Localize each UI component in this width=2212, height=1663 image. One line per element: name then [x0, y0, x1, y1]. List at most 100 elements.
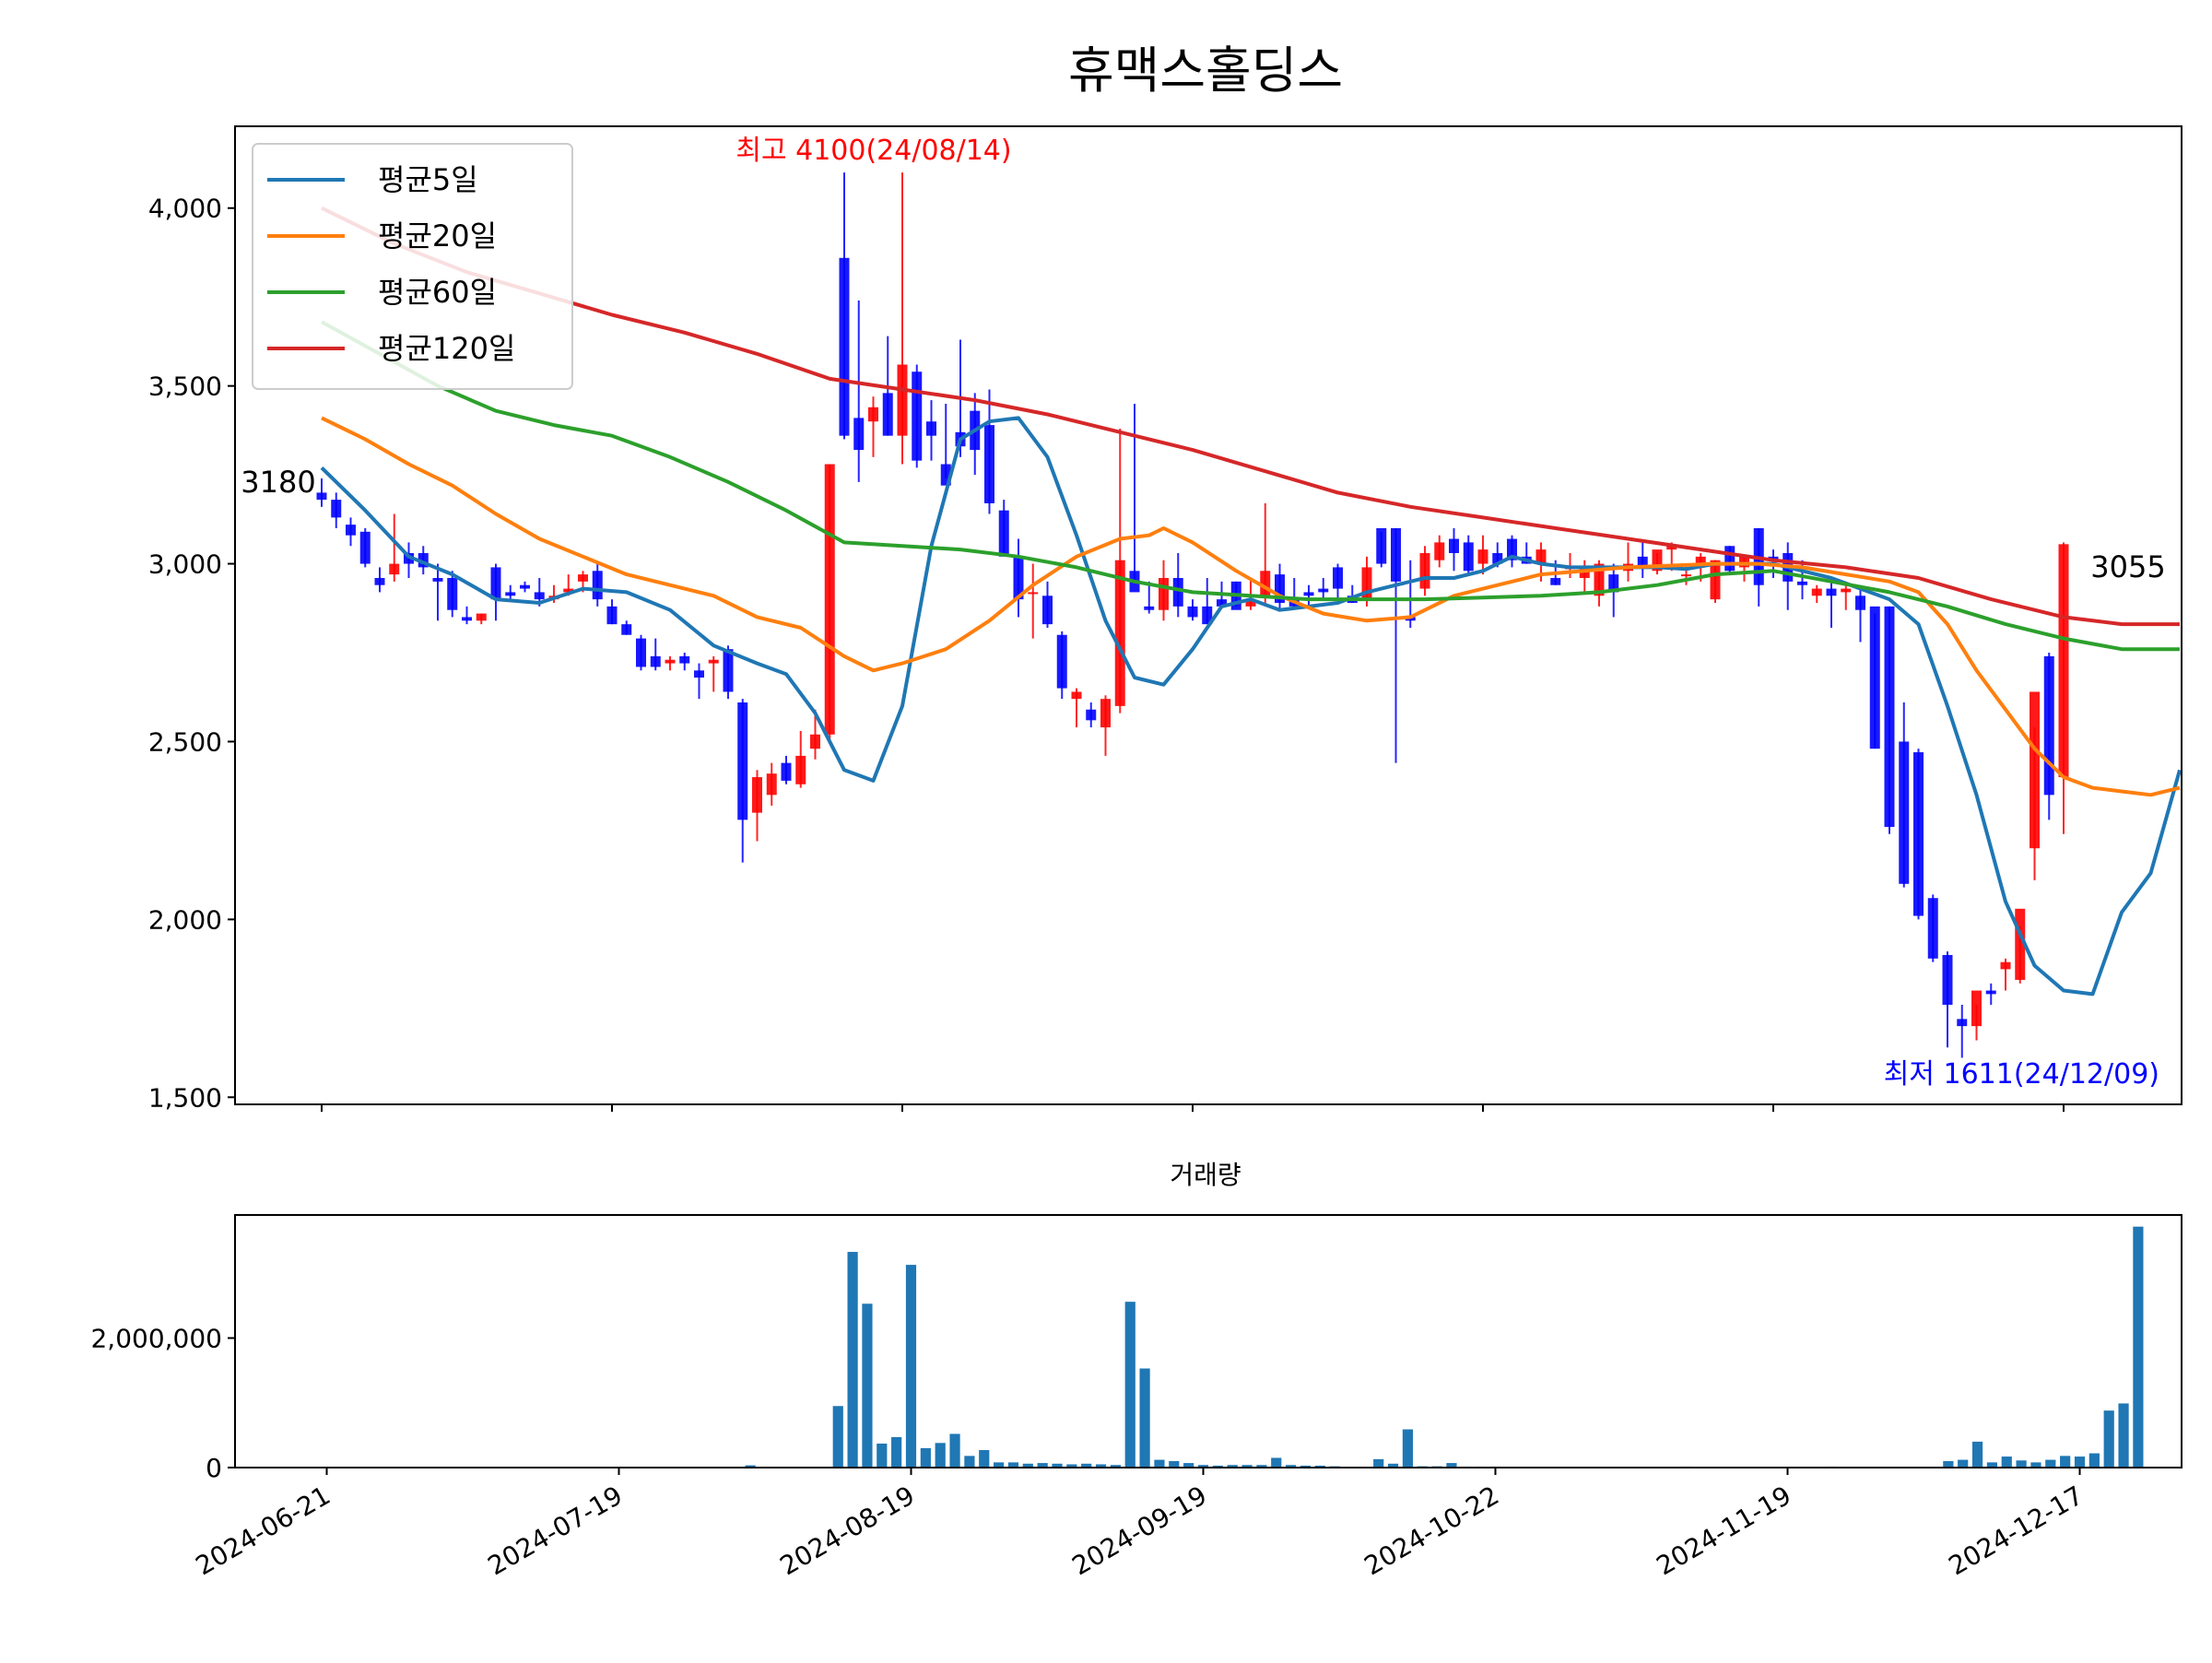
- candle-body: [606, 606, 618, 625]
- volume-bar: [1007, 1462, 1019, 1468]
- volume-bar: [1300, 1465, 1312, 1468]
- volume-bar: [1052, 1463, 1063, 1468]
- candle: [520, 581, 530, 593]
- candle: [1071, 688, 1082, 728]
- volume-bar: [2088, 1453, 2100, 1468]
- candle: [1841, 581, 1852, 610]
- candle-body: [1361, 567, 1372, 600]
- candle: [2030, 691, 2040, 880]
- candle-body: [1985, 990, 1996, 995]
- high-annotation: 최고 4100(24/08/14): [735, 135, 1011, 167]
- first-close-label: 3180: [241, 465, 315, 500]
- volume-bar: [1124, 1302, 1135, 1468]
- candle-body: [1927, 898, 1938, 959]
- y-tick-label: 3,000: [148, 549, 222, 580]
- candle: [606, 599, 618, 625]
- candle-body: [839, 257, 850, 436]
- candle-body: [665, 659, 676, 664]
- candle: [1913, 749, 1924, 920]
- candle-body: [679, 655, 690, 664]
- volume-bar: [1110, 1465, 1121, 1468]
- candle: [766, 762, 777, 806]
- candle: [346, 517, 356, 547]
- volume-bar: [1314, 1465, 1325, 1468]
- candle-body: [2058, 544, 2069, 778]
- candle: [1013, 538, 1024, 618]
- candle-body: [1217, 599, 1227, 607]
- volume-bar: [1286, 1465, 1297, 1468]
- volume-bar: [891, 1436, 902, 1468]
- candle: [331, 492, 342, 528]
- candle-body: [882, 393, 893, 436]
- candle-body: [766, 773, 777, 796]
- candle-body: [1013, 556, 1024, 600]
- candle-body: [824, 464, 835, 735]
- y-tick-label: 2,500: [148, 726, 222, 757]
- candle-body: [1187, 606, 1198, 618]
- ma-line: [320, 416, 2182, 997]
- candle-body: [2000, 961, 2011, 970]
- candle-body: [1550, 577, 1561, 585]
- candle-body: [432, 577, 443, 582]
- candle-body: [359, 531, 371, 564]
- candle-body: [723, 649, 734, 692]
- candle: [1419, 546, 1430, 596]
- candle: [1884, 606, 1895, 834]
- candle-body: [897, 364, 908, 436]
- candle: [1086, 702, 1097, 728]
- candle: [359, 527, 371, 568]
- candle: [1855, 584, 1865, 643]
- legend-label: 평균120일: [378, 331, 515, 366]
- candle-body: [1507, 538, 1517, 560]
- candle-body: [1957, 1019, 1968, 1027]
- candle-body: [1042, 596, 1053, 625]
- y-tick-label: 4,000: [148, 194, 222, 224]
- candle-body: [1681, 574, 1691, 577]
- candle-body: [781, 762, 792, 781]
- volume-bar: [905, 1265, 917, 1468]
- candle-body: [1071, 691, 1082, 700]
- candle-body: [1434, 542, 1445, 560]
- candle: [1042, 581, 1053, 629]
- candle-body: [1114, 560, 1125, 706]
- volume-bar: [1943, 1460, 1954, 1468]
- volume-bar: [1095, 1464, 1107, 1468]
- legend-label: 평균5일: [378, 162, 478, 197]
- ma-line: [321, 206, 2180, 627]
- candle-body: [1159, 577, 1169, 610]
- candle-body: [752, 777, 762, 813]
- volume-bar: [847, 1252, 858, 1468]
- candle: [418, 546, 429, 575]
- candle: [795, 730, 806, 788]
- candle: [1303, 584, 1314, 607]
- candle: [1202, 577, 1213, 625]
- candle: [1376, 527, 1387, 568]
- last-close-label: 3055: [2090, 549, 2165, 584]
- candle-body: [1826, 588, 1837, 596]
- candle-body: [1172, 577, 1183, 607]
- volume-y-tick-label: 0: [206, 1453, 222, 1483]
- candle-body: [868, 407, 878, 422]
- candle: [998, 500, 1009, 557]
- candle: [665, 655, 676, 671]
- candle: [432, 563, 443, 621]
- candle-body: [1724, 546, 1735, 572]
- candle-body: [592, 571, 603, 600]
- volume-bar: [862, 1303, 873, 1468]
- candle: [1811, 584, 1822, 603]
- candle-body: [316, 492, 327, 501]
- candle-body: [1913, 752, 1924, 916]
- candle-body: [462, 617, 472, 621]
- volume-plot-frame: [234, 1214, 2183, 1468]
- candle-body: [1899, 741, 1910, 884]
- candle-body: [418, 552, 429, 568]
- candle: [1957, 1004, 1968, 1058]
- candle: [781, 755, 792, 784]
- volume-bar: [1197, 1465, 1209, 1468]
- candle: [1172, 552, 1183, 618]
- volume-bar: [1212, 1465, 1223, 1468]
- candle-body: [1333, 567, 1343, 589]
- volume-bar: [2060, 1456, 2071, 1468]
- candle: [1637, 542, 1648, 578]
